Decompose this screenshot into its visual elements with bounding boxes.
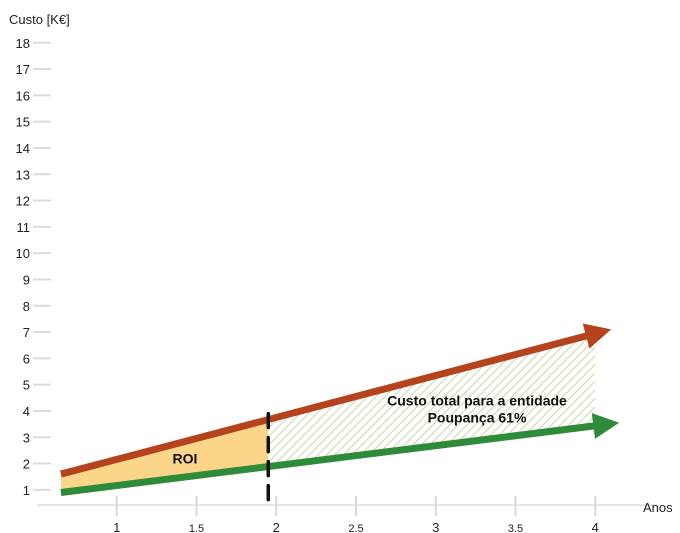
y-tick-label: 4	[23, 404, 30, 419]
y-tick-label: 3	[23, 430, 30, 445]
y-tick-label: 8	[23, 299, 30, 314]
y-tick-label: 14	[16, 141, 30, 156]
x-tick-label: 2.5	[348, 523, 363, 533]
lower-series-arrowhead	[591, 413, 620, 439]
roi-area	[60, 419, 269, 493]
y-tick-label: 2	[23, 457, 30, 472]
y-axis-title: Custo [K€]	[9, 12, 70, 27]
y-tick-label: 12	[16, 194, 30, 209]
y-tick-label: 17	[16, 62, 30, 77]
savings-label: Poupança 61%	[428, 410, 527, 426]
lower-series-line	[60, 422, 596, 496]
x-tick-label: 2	[273, 520, 280, 533]
y-tick-label: 10	[16, 246, 30, 261]
total-cost-label: Custo total para a entidade	[387, 392, 567, 408]
y-tick-label: 15	[16, 115, 30, 130]
upper-series-line	[60, 332, 589, 478]
y-tick-label: 18	[16, 36, 30, 51]
x-tick-label: 3	[432, 520, 439, 533]
y-tick-label: 11	[17, 220, 31, 235]
y-tick-label: 9	[23, 272, 30, 287]
roi-label: ROI	[173, 450, 198, 466]
x-tick-label: 1.5	[189, 523, 204, 533]
y-tick-label: 7	[23, 325, 30, 340]
y-tick-label: 5	[23, 378, 30, 393]
x-tick-label: 4	[592, 520, 599, 533]
y-tick-label: 13	[16, 167, 30, 182]
y-tick-label: 6	[23, 351, 30, 366]
y-tick-label: 16	[16, 88, 30, 103]
x-tick-label: 1	[113, 520, 120, 533]
y-tick-label: 1	[23, 483, 30, 498]
x-axis-title: Anos	[643, 500, 673, 515]
upper-series-arrowhead	[582, 323, 612, 349]
x-tick-label: 3.5	[508, 523, 523, 533]
